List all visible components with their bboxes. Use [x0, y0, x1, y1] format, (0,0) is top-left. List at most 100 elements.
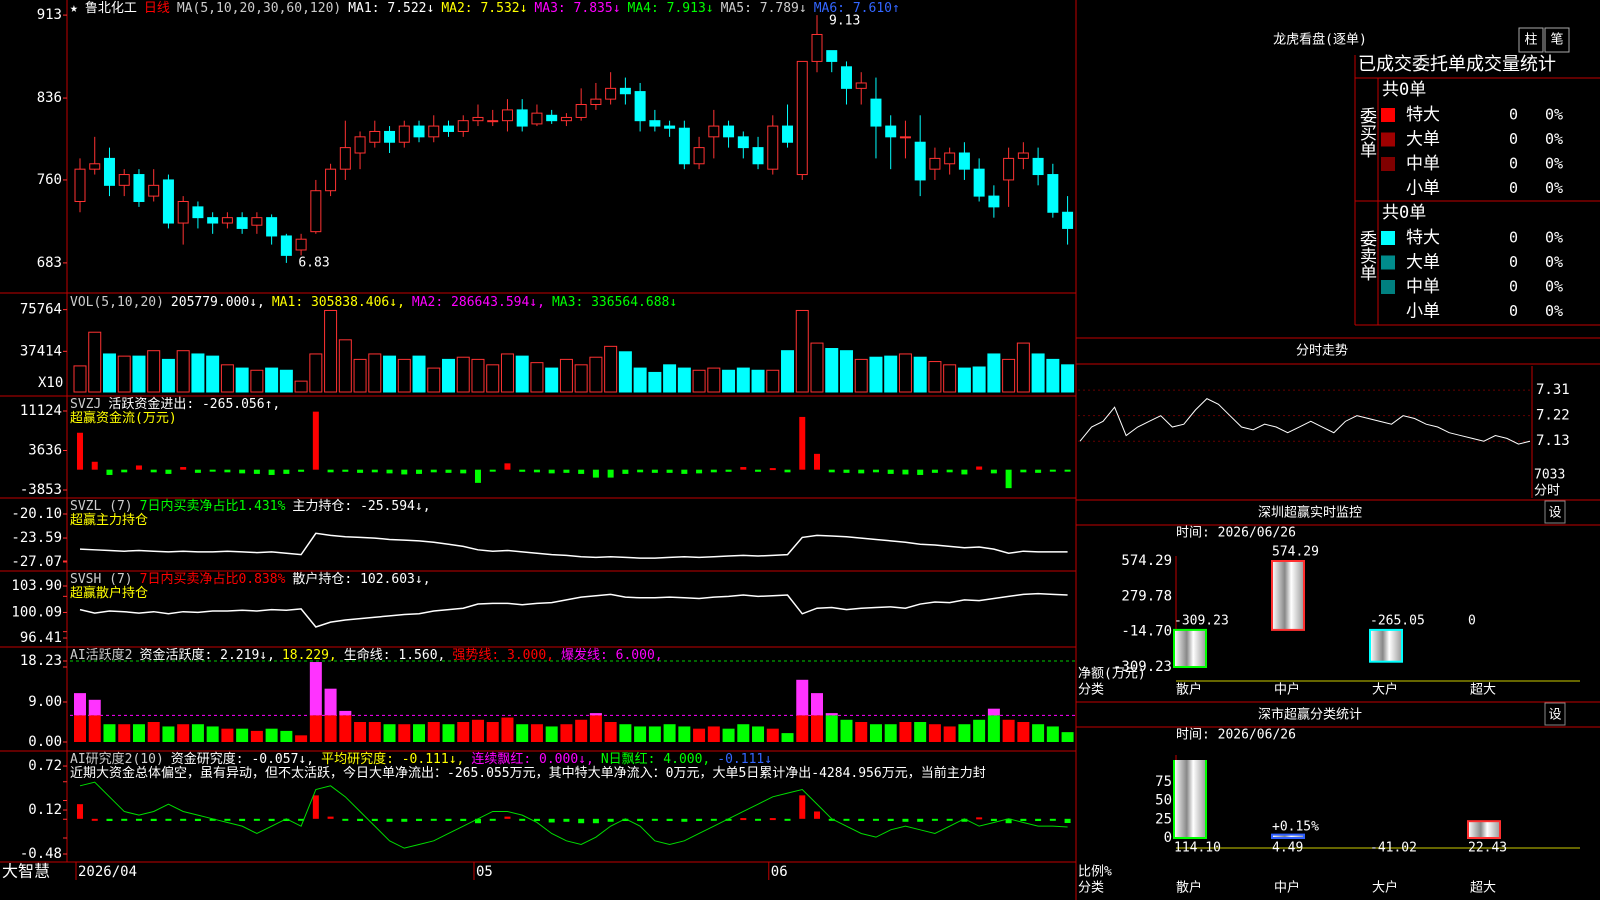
row-pct: 0% [1545, 229, 1563, 247]
header-item: 日线 [144, 1, 170, 16]
activity-burst [309, 662, 322, 716]
settings-button[interactable] [1544, 500, 1566, 524]
candle-body [428, 125, 440, 138]
header-item: 18.229, [282, 648, 337, 663]
flow-bar [165, 469, 172, 474]
flow-bar [209, 469, 216, 472]
activity-bar [501, 717, 514, 743]
header-item: ★ [70, 1, 78, 16]
header-item: SVZJ [70, 397, 101, 412]
activity-bar [575, 719, 588, 743]
candle-body [251, 217, 263, 226]
candle-body [708, 125, 720, 138]
volume-unit: 分时 [1534, 484, 1560, 499]
activity-bar [427, 722, 440, 743]
flow-bar [769, 468, 776, 471]
flow-bar [976, 466, 983, 470]
color-swatch [1381, 231, 1395, 245]
panel-subtitle: 已成交委托单成交量统计 [1358, 54, 1556, 75]
activity-bar [663, 724, 676, 743]
flow-bar [312, 795, 319, 819]
price-annotation: 9.13 [829, 14, 860, 29]
activity-bar [1002, 719, 1015, 743]
flow-bar [430, 469, 437, 473]
settings-button-label[interactable]: 设 [1548, 708, 1561, 723]
value-label: -41.02 [1370, 841, 1417, 856]
flow-bar [474, 818, 481, 824]
candle-body [74, 168, 86, 202]
flow-bar [445, 469, 452, 473]
settings-button[interactable] [1544, 702, 1566, 726]
flow-bar [91, 461, 98, 470]
activity-burst [589, 713, 602, 716]
candle-body [516, 109, 528, 127]
volume-bar [1061, 364, 1075, 393]
flow-bar [135, 818, 142, 821]
value-bar [1271, 833, 1305, 840]
flow-bar [769, 818, 776, 821]
volume-bar [456, 356, 470, 393]
volume-bar [943, 364, 957, 393]
indicator-header: AI研究度2(10) 资金研究度: -0.057↓, 平均研究度: -0.111↓,… [70, 751, 772, 767]
flow-bar [637, 469, 644, 473]
price-line [1079, 398, 1531, 445]
flow-bar [1005, 469, 1012, 489]
volume-bar [987, 353, 1001, 393]
candle-body [546, 114, 558, 122]
volume-bar [795, 309, 809, 393]
activity-burst [74, 693, 86, 716]
toggle-button-label[interactable]: 笔 [1550, 32, 1563, 48]
flow-bar [917, 469, 924, 475]
header-item: 7日内买卖净占比1.431% [140, 498, 286, 514]
candle-body [619, 87, 631, 95]
bars [1173, 560, 1403, 669]
candle-body [89, 163, 101, 170]
header-item: 鲁北化工 [85, 1, 137, 16]
header-item: MA2: 286643.594↓, [412, 295, 545, 310]
activity-bar [634, 726, 647, 743]
header-item: 强势线: 3.000, [452, 647, 554, 663]
settings-button-label[interactable]: 设 [1548, 506, 1561, 521]
flow-bar [710, 469, 717, 473]
flow-bar [637, 818, 644, 822]
y-tick-label: 103.90 [11, 578, 62, 594]
flow-bar [474, 469, 481, 483]
y-tick-label: 913 [37, 7, 62, 23]
y-tick-label: 11124 [20, 403, 62, 419]
volume-bar [515, 355, 529, 393]
flow-bar [696, 469, 703, 474]
price-annotation: 6.83 [298, 255, 329, 270]
flow-bar [77, 432, 83, 470]
candle-body [325, 168, 337, 192]
toggle-button[interactable] [1544, 27, 1570, 53]
indicator-header: 超赢散户持仓 [70, 585, 148, 601]
activity-bar [737, 724, 750, 743]
flow-bar [961, 818, 968, 822]
indicator-header: 超赢资金流(万元) [70, 410, 177, 426]
row-name: 小单 [1406, 302, 1440, 322]
flow-bar [828, 818, 835, 821]
candle-body [339, 147, 351, 170]
candle-body [398, 125, 410, 143]
flow-bar [533, 469, 540, 473]
candle-body [723, 125, 735, 138]
activity-bar [766, 728, 779, 743]
indicator-header: SVZJ 活跃资金进出: -265.056↑, [70, 396, 280, 412]
flow-bar [872, 818, 879, 821]
flow-bar [814, 811, 820, 819]
candle-body [1032, 157, 1044, 176]
flow-bar [755, 818, 762, 821]
header-item: 近期大资金总体偏空，虽有异动，但不太活跃，今日大单净流出：-265.055万元，… [70, 765, 986, 781]
bars [1173, 760, 1501, 840]
row-pct: 0% [1545, 179, 1563, 197]
volume-bar [117, 355, 131, 393]
activity-bar [869, 724, 882, 743]
candle-body [280, 235, 292, 256]
activity-bar [324, 715, 337, 743]
activity-bar [354, 722, 367, 743]
header-item: MA4: 7.913↓ [628, 1, 714, 16]
flow-bar [607, 818, 614, 822]
toggle-button[interactable] [1518, 27, 1544, 53]
volume-bar [928, 361, 942, 393]
toggle-button-label[interactable]: 柱 [1524, 33, 1537, 48]
